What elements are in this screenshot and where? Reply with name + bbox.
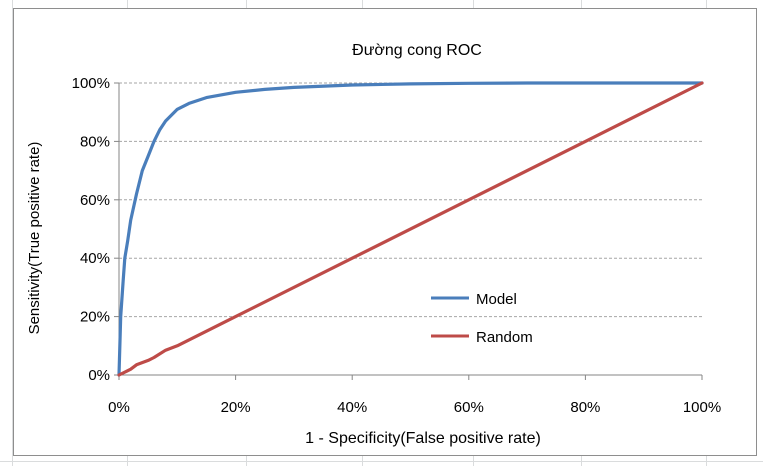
x-tick-label: 80% — [570, 399, 600, 416]
x-tick-label: 60% — [454, 399, 484, 416]
y-tick-label: 40% — [80, 250, 110, 267]
series-line-model — [117, 81, 704, 377]
y-axis-title: Sensitivity(True positive rate) — [26, 142, 43, 335]
series-line-random — [117, 81, 704, 377]
legend-label-model: Model — [476, 291, 517, 308]
y-tick-label: 80% — [80, 133, 110, 150]
chart-title: Đường cong ROC — [352, 42, 482, 59]
y-tick-label: 60% — [80, 192, 110, 209]
chart-area[interactable]: Đường cong ROC 0% 20% 40% 60% 80% 100% 0% 20% 4… — [13, 8, 757, 456]
y-tick-label: 20% — [80, 309, 110, 326]
y-tick-label: 100% — [72, 75, 110, 92]
y-tick-label: 0% — [88, 367, 110, 384]
x-tick-label: 0% — [108, 399, 130, 416]
legend: Model Random — [431, 291, 533, 346]
x-tick-label: 100% — [683, 399, 721, 416]
legend-label-random: Random — [476, 329, 533, 346]
roc-chart: Đường cong ROC 0% 20% 40% 60% 80% 100% 0% 20% 4… — [26, 42, 721, 447]
x-tick-label: 20% — [221, 399, 251, 416]
x-axis-title: 1 - Specificity(False positive rate) — [305, 430, 541, 447]
x-tick-label: 40% — [337, 399, 367, 416]
